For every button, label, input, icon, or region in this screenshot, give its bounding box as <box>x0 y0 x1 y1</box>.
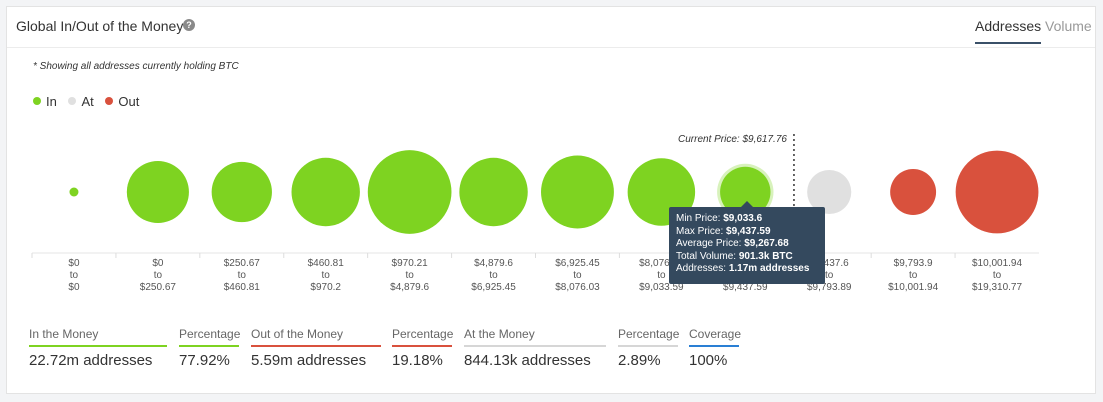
bubble-1[interactable] <box>126 160 189 224</box>
x-tick-label: to <box>489 270 498 281</box>
x-tick-label: $9,793.89 <box>807 282 852 293</box>
stat-out-money: Out of the Money 5.59m addresses <box>251 327 381 369</box>
x-tick-label: to <box>657 270 666 281</box>
stat-out-percentage-value: 19.18% <box>392 352 443 369</box>
x-tick-label: to <box>993 270 1002 281</box>
x-tick-label: $460.81 <box>224 282 261 293</box>
x-tick-label: $460.81 <box>308 258 345 269</box>
stat-in-money-label: In the Money <box>29 327 167 347</box>
stat-in-money-value: 22.72m addresses <box>29 352 153 369</box>
bubble-9[interactable] <box>807 169 852 215</box>
bubble-2[interactable] <box>211 161 272 223</box>
tooltip-max-price: Max Price: $9,437.59 <box>676 225 771 237</box>
bubble-8[interactable] <box>720 166 771 218</box>
stat-in-percentage-value: 77.92% <box>179 352 230 369</box>
x-tick-label: $250.67 <box>140 282 177 293</box>
x-tick-label: $9,437.59 <box>723 282 768 293</box>
stat-at-money: At the Money 844.13k addresses <box>464 327 606 369</box>
legend-at[interactable]: At <box>68 93 94 109</box>
x-tick-label: $4,879.6 <box>474 258 513 269</box>
legend-in-label: In <box>46 93 57 109</box>
legend-in[interactable]: In <box>33 94 57 109</box>
stat-coverage: Coverage 100% <box>689 327 741 369</box>
page-title: Global In/Out of the Money <box>16 18 184 34</box>
legend-in-dot <box>33 97 41 105</box>
x-tick-label: to <box>405 270 414 281</box>
legend-out-label: Out <box>118 93 140 109</box>
stat-in-money: In the Money 22.72m addresses <box>29 327 167 369</box>
stat-coverage-value: 100% <box>689 352 728 369</box>
bubble-6[interactable] <box>541 155 614 229</box>
x-tick-label: $0 <box>68 282 80 293</box>
stat-at-percentage-label: Percentage <box>618 327 679 347</box>
x-tick-label: to <box>238 270 247 281</box>
x-tick-label: $6,925.45 <box>555 258 600 269</box>
x-tick-label: $970.2 <box>310 282 341 293</box>
help-icon[interactable]: ? <box>183 19 195 31</box>
x-tick-label: $0 <box>152 258 164 269</box>
stat-out-percentage-label: Percentage <box>392 327 453 347</box>
bubble-chart: $0to$0$0to$250.67$250.67to$460.81$460.81… <box>31 134 1039 293</box>
legend-at-label: At <box>81 93 94 109</box>
stat-in-percentage: Percentage 77.92% <box>179 327 240 369</box>
current-price-label: Current Price: $9,617.76 <box>678 134 787 145</box>
x-tick-label: $8,076.03 <box>639 258 684 269</box>
tooltip-avg-price: Average Price: $9,267.68 <box>676 238 789 249</box>
bubble-3[interactable] <box>291 157 360 227</box>
tab-volume[interactable]: Volume <box>1045 18 1092 34</box>
x-tick-label: to <box>154 270 163 281</box>
legend-out[interactable]: Out <box>105 94 139 109</box>
x-tick-label: $250.67 <box>224 258 261 269</box>
x-tick-label: $10,001.94 <box>888 282 938 293</box>
bubble-0[interactable] <box>69 187 79 197</box>
stat-in-percentage-label: Percentage <box>179 327 240 347</box>
x-tick-label: $8,076.03 <box>555 282 600 293</box>
chart-card: Global In/Out of the Money ? Addresses V… <box>6 6 1096 394</box>
x-tick-label: $970.21 <box>392 258 429 269</box>
tooltip-min-price: Min Price: $9,033.6 <box>676 213 763 224</box>
tooltip-volume: Total Volume: 901.3k BTC <box>676 250 793 262</box>
stat-at-money-value: 844.13k addresses <box>464 352 591 369</box>
bubble-11[interactable] <box>955 150 1039 234</box>
bubble-10[interactable] <box>890 169 937 215</box>
bubble-5[interactable] <box>459 157 528 227</box>
card-header: Global In/Out of the Money ? Addresses V… <box>7 7 1095 48</box>
x-tick-label: $9,033.59 <box>639 282 684 293</box>
stat-out-percentage: Percentage 19.18% <box>392 327 453 369</box>
stat-at-percentage: Percentage 2.89% <box>618 327 679 369</box>
chart-note: * Showing all addresses currently holdin… <box>33 61 239 72</box>
x-tick-label: to <box>909 270 918 281</box>
x-tick-label: $9,793.9 <box>894 258 933 269</box>
stat-at-percentage-value: 2.89% <box>618 352 661 369</box>
x-tick-label: $9,437.6 <box>810 258 849 269</box>
x-tick-label: $19,310.77 <box>972 282 1022 293</box>
x-tick-label: $0 <box>68 258 80 269</box>
stat-coverage-label: Coverage <box>689 327 741 347</box>
legend-at-dot <box>68 97 77 105</box>
bucket-tooltip: Min Price: $9,033.6 Max Price: $9,437.59… <box>669 201 825 284</box>
legend-out-dot <box>105 97 114 105</box>
x-tick-label: to <box>573 270 582 281</box>
stat-out-money-label: Out of the Money <box>251 327 381 347</box>
bubble-4[interactable] <box>367 150 452 234</box>
x-tick-label: to <box>825 270 834 281</box>
x-tick-label: $4,879.6 <box>390 282 429 293</box>
stat-at-money-label: At the Money <box>464 327 606 347</box>
x-tick-label: $10,001.94 <box>972 258 1022 269</box>
x-tick-label: $6,925.45 <box>471 282 516 293</box>
tooltip-addresses: Addresses: 1.17m addresses <box>676 263 810 274</box>
x-tick-label: to <box>70 270 79 281</box>
tooltip-arrow <box>741 201 753 207</box>
stat-out-money-value: 5.59m addresses <box>251 352 367 369</box>
x-tick-label: to <box>322 270 331 281</box>
chart-legend: In At Out <box>33 93 147 109</box>
tab-addresses[interactable]: Addresses <box>975 18 1042 44</box>
